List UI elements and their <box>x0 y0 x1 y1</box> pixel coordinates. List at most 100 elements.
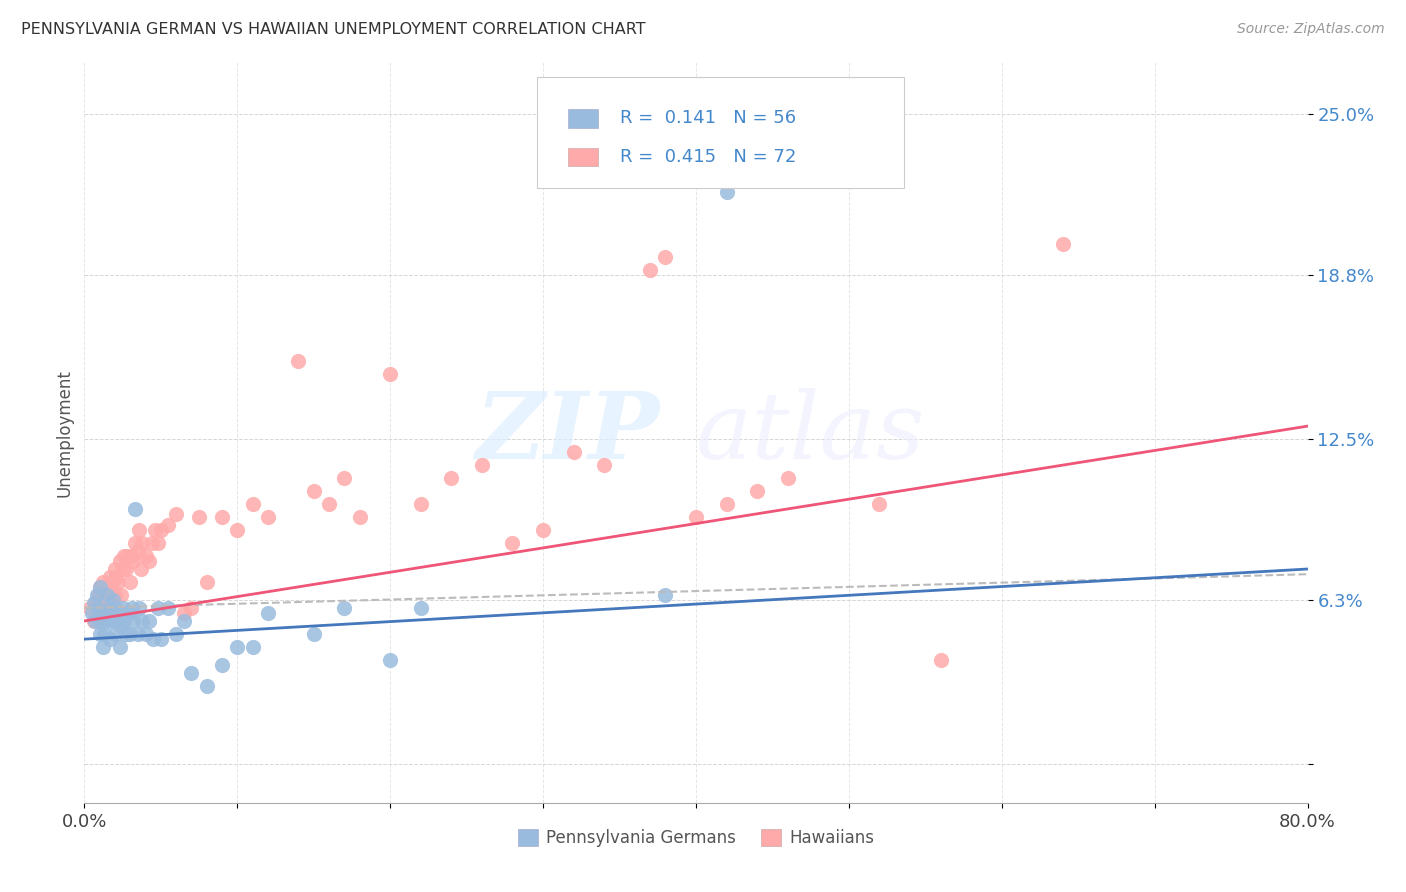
Point <box>318 497 340 511</box>
Point <box>562 445 585 459</box>
Point <box>111 601 134 615</box>
Point <box>287 354 309 368</box>
Point <box>257 510 280 524</box>
Point <box>471 458 494 472</box>
Point <box>242 497 264 511</box>
Point <box>112 549 135 563</box>
FancyBboxPatch shape <box>568 147 598 166</box>
Point <box>129 562 152 576</box>
Point <box>96 606 118 620</box>
Point <box>211 510 233 524</box>
Point <box>83 614 105 628</box>
Point <box>87 588 110 602</box>
Point <box>380 367 402 381</box>
Point <box>929 653 952 667</box>
Point <box>531 523 554 537</box>
Point <box>135 549 157 563</box>
Point <box>349 510 371 524</box>
Point <box>180 601 202 615</box>
Point <box>115 606 138 620</box>
Point <box>146 536 169 550</box>
Point <box>120 574 142 589</box>
Point <box>124 536 146 550</box>
Point <box>105 614 128 628</box>
Point <box>86 606 108 620</box>
Point <box>149 632 172 647</box>
Point <box>122 614 145 628</box>
Point <box>121 601 143 615</box>
Point <box>440 471 463 485</box>
Point <box>131 536 153 550</box>
Point <box>138 614 160 628</box>
Point <box>593 458 616 472</box>
Point <box>90 601 112 615</box>
Text: R =  0.415   N = 72: R = 0.415 N = 72 <box>620 148 797 166</box>
Point <box>157 517 180 532</box>
Point <box>165 627 187 641</box>
Point <box>302 484 325 499</box>
Point <box>83 596 105 610</box>
Point <box>128 523 150 537</box>
Point <box>80 606 103 620</box>
Point <box>1052 237 1074 252</box>
Point <box>89 627 111 641</box>
Point <box>131 614 153 628</box>
Point <box>141 536 163 550</box>
Point <box>89 614 111 628</box>
Point <box>114 562 136 576</box>
Point <box>105 570 128 584</box>
Point <box>104 562 127 576</box>
Point <box>104 627 127 641</box>
Point <box>89 593 111 607</box>
Point <box>143 523 166 537</box>
Point <box>87 601 110 615</box>
Text: R =  0.141   N = 56: R = 0.141 N = 56 <box>620 110 796 128</box>
Point <box>157 601 180 615</box>
Point <box>91 640 114 654</box>
Point <box>120 627 142 641</box>
Point <box>108 554 131 568</box>
Point <box>94 588 117 602</box>
Point <box>128 601 150 615</box>
Point <box>716 497 738 511</box>
Point <box>98 570 121 584</box>
Point <box>135 627 157 641</box>
Point <box>127 544 149 558</box>
Text: Source: ZipAtlas.com: Source: ZipAtlas.com <box>1237 22 1385 37</box>
Point <box>142 632 165 647</box>
Point <box>716 186 738 200</box>
Point <box>173 614 195 628</box>
Point <box>654 588 676 602</box>
Point <box>195 679 218 693</box>
Point <box>101 614 124 628</box>
Point <box>333 601 356 615</box>
Point <box>747 484 769 499</box>
Point <box>114 627 136 641</box>
Point <box>86 588 108 602</box>
Point <box>226 523 249 537</box>
Point <box>502 536 524 550</box>
Point <box>173 606 195 620</box>
Point <box>121 549 143 563</box>
Point <box>103 574 125 589</box>
Point <box>122 554 145 568</box>
Point <box>226 640 249 654</box>
Point <box>685 510 707 524</box>
Point <box>138 554 160 568</box>
Point <box>380 653 402 667</box>
Point <box>165 508 187 522</box>
Text: atlas: atlas <box>696 388 925 477</box>
Point <box>104 601 127 615</box>
Y-axis label: Unemployment: Unemployment <box>55 368 73 497</box>
Point <box>89 580 111 594</box>
Point <box>110 588 132 602</box>
Point <box>96 588 118 602</box>
Point <box>91 574 114 589</box>
Point <box>180 665 202 680</box>
Point <box>409 601 432 615</box>
Point <box>112 614 135 628</box>
Point <box>97 580 120 594</box>
Point <box>107 574 129 589</box>
Point <box>93 627 115 641</box>
Point <box>98 632 121 647</box>
